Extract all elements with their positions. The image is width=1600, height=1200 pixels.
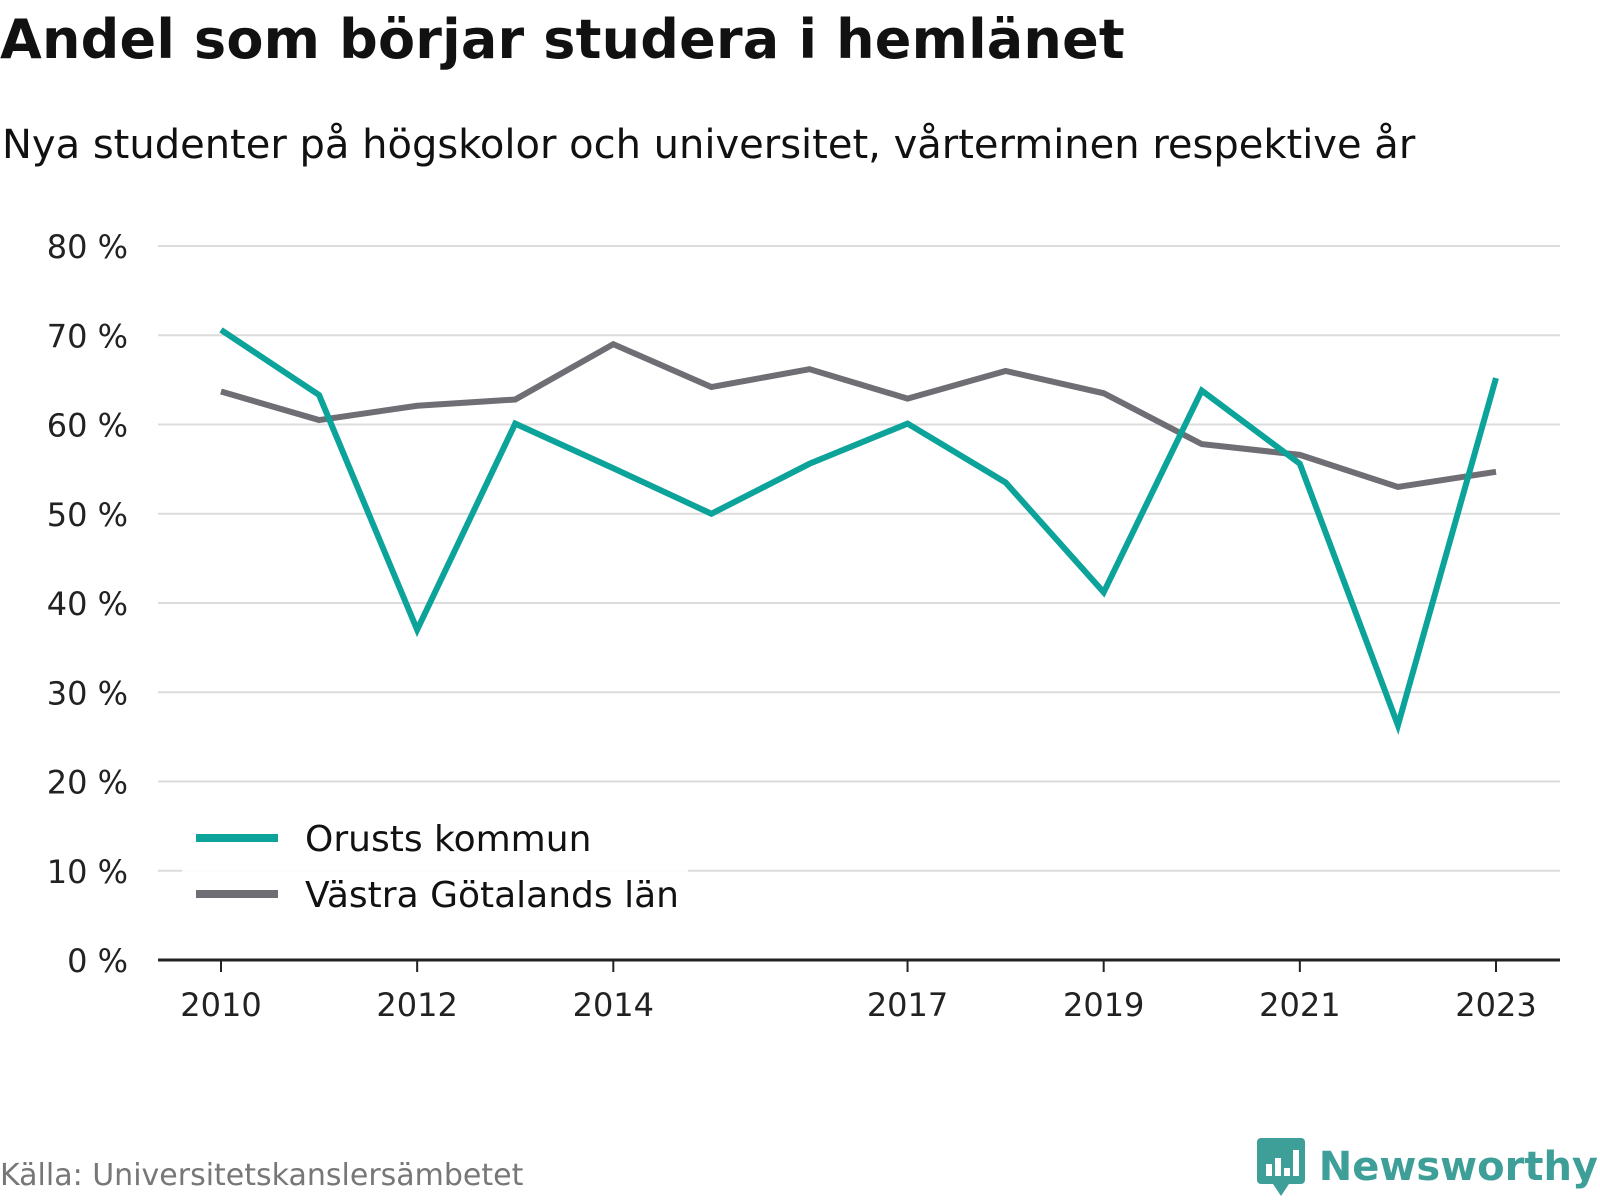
source-note: Källa: Universitetskanslersämbetet bbox=[0, 1158, 524, 1193]
legend-background bbox=[182, 806, 688, 926]
x-axis: 2010 2012 2014 2017 2019 2021 2023 bbox=[158, 958, 1560, 1024]
x-tick-label: 2017 bbox=[867, 986, 948, 1024]
y-tick-label: 40 % bbox=[47, 585, 128, 623]
y-tick-label: 70 % bbox=[47, 317, 128, 355]
brand-name: Newsworthy bbox=[1318, 1144, 1598, 1190]
series-line-vastra-gotalands-lan bbox=[220, 340, 1497, 491]
x-tick-label: 2021 bbox=[1259, 986, 1340, 1024]
legend: Orusts kommun Västra Götalands län bbox=[182, 806, 688, 926]
newsworthy-logo-icon bbox=[1256, 1138, 1305, 1196]
x-tick-label: 2014 bbox=[573, 986, 654, 1024]
brand-logo: Newsworthy bbox=[1256, 1138, 1598, 1196]
x-tick-label: 2019 bbox=[1063, 986, 1144, 1024]
chart-subtitle: Nya studenter på högskolor och universit… bbox=[2, 122, 1416, 168]
gridlines bbox=[158, 245, 1560, 872]
x-tick-label: 2012 bbox=[376, 986, 457, 1024]
chart-title: Andel som börjar studera i hemlänet bbox=[0, 8, 1125, 71]
legend-label: Orusts kommun bbox=[305, 819, 591, 860]
y-tick-label: 60 % bbox=[47, 407, 128, 445]
series-lines bbox=[219, 327, 1499, 735]
y-axis-labels: 0 % 10 % 20 % 30 % 40 % 50 % 60 % 70 % 80 % bbox=[47, 228, 128, 980]
y-tick-label: 10 % bbox=[47, 853, 128, 891]
line-chart: 0 % 10 % 20 % 30 % 40 % 50 % 60 % 70 % 80 % 2010… bbox=[47, 228, 1560, 1024]
y-tick-label: 20 % bbox=[47, 764, 128, 802]
legend-label: Västra Götalands län bbox=[305, 875, 679, 916]
x-tick-label: 2010 bbox=[180, 986, 261, 1024]
y-tick-label: 0 % bbox=[67, 942, 128, 980]
series-line-orusts-kommun bbox=[219, 327, 1499, 735]
y-tick-label: 30 % bbox=[47, 674, 128, 712]
y-tick-label: 50 % bbox=[47, 496, 128, 534]
y-tick-label: 80 % bbox=[47, 228, 128, 266]
x-tick-label: 2023 bbox=[1455, 986, 1536, 1024]
